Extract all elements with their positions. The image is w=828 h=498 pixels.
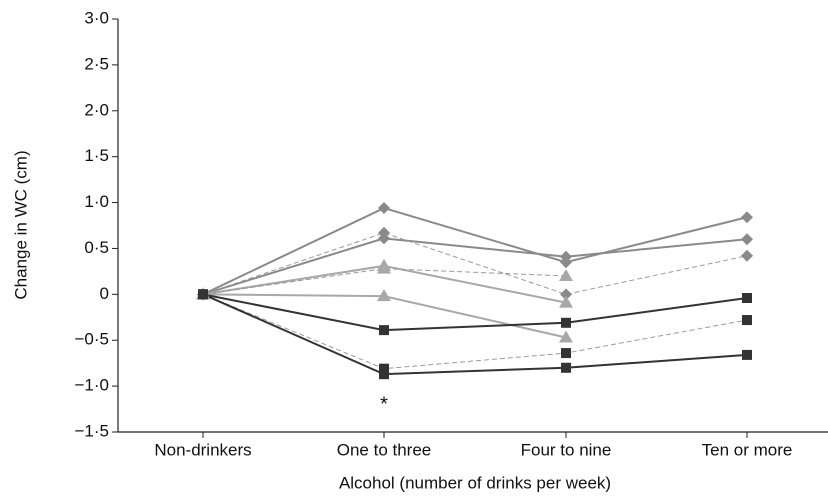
y-tick-label: 2·5 xyxy=(84,54,109,73)
y-tick-label: −1·0 xyxy=(75,376,110,395)
y-tick-label: −1·5 xyxy=(75,421,110,440)
point xyxy=(559,295,573,308)
series-line xyxy=(202,293,748,376)
y-tick-label: 1·5 xyxy=(84,146,109,165)
annotation: * xyxy=(380,393,388,415)
point xyxy=(742,349,752,360)
x-tick-label: Four to nine xyxy=(521,440,612,459)
point xyxy=(379,369,389,380)
point xyxy=(379,363,389,374)
series-line xyxy=(202,293,748,332)
point xyxy=(561,348,571,359)
point xyxy=(741,211,753,224)
y-tick-label: 2·0 xyxy=(84,100,109,119)
y-tick-label: −0·5 xyxy=(75,330,110,349)
y-tick-label: 1·0 xyxy=(84,192,109,211)
x-tick-label: Ten or more xyxy=(702,440,793,459)
point xyxy=(741,249,753,262)
point xyxy=(561,362,571,373)
y-axis-label: Change in WC (cm) xyxy=(11,150,30,299)
series-line xyxy=(202,206,748,296)
y-tick-label: 0·5 xyxy=(84,238,109,257)
point xyxy=(561,317,571,328)
point xyxy=(377,289,391,302)
point xyxy=(742,293,752,304)
x-axis-label: Alcohol (number of drinks per week) xyxy=(339,473,611,492)
y-tick-label: 3·0 xyxy=(84,8,109,27)
point xyxy=(378,202,390,215)
point xyxy=(559,330,573,343)
point xyxy=(742,315,752,326)
series-line xyxy=(202,237,748,296)
x-tick-label: Non-drinkers xyxy=(154,440,251,459)
point xyxy=(377,261,391,274)
point xyxy=(559,268,573,281)
point xyxy=(741,233,753,246)
series-line xyxy=(202,268,567,295)
point xyxy=(379,325,389,336)
y-tick-label: 0 xyxy=(100,284,109,303)
series-line xyxy=(202,232,748,295)
point xyxy=(560,288,572,301)
point xyxy=(378,226,390,239)
point xyxy=(198,289,208,300)
series-line xyxy=(202,293,748,370)
x-tick-label: One to three xyxy=(337,440,432,459)
point xyxy=(560,250,572,263)
